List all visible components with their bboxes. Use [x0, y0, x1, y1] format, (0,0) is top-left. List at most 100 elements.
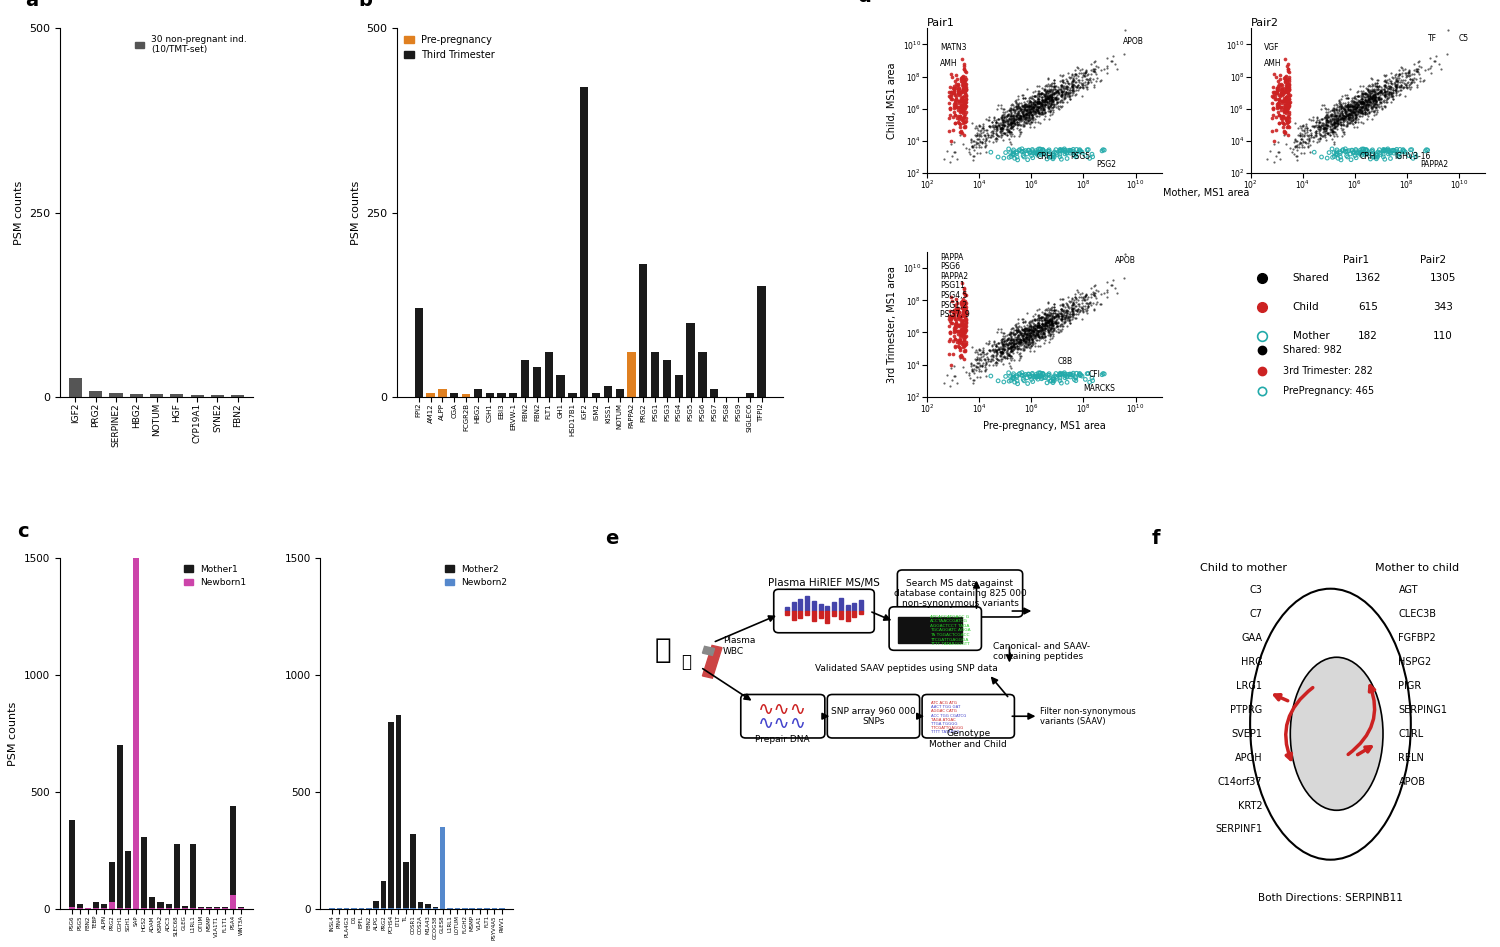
- Point: [1342, 107, 1366, 122]
- Point: [984, 127, 1008, 142]
- Point: [1276, 114, 1300, 129]
- Point: [944, 331, 968, 347]
- Point: [1274, 93, 1298, 108]
- Point: [1016, 103, 1040, 118]
- Point: [981, 125, 1005, 140]
- Point: [1013, 329, 1036, 344]
- Point: [1324, 116, 1348, 131]
- Point: [1341, 144, 1365, 159]
- Point: [1374, 83, 1398, 98]
- Point: [1356, 87, 1380, 102]
- Point: [945, 302, 969, 317]
- Point: [1026, 309, 1050, 324]
- Point: [1034, 79, 1058, 94]
- Point: [1356, 102, 1380, 117]
- Point: [1312, 119, 1336, 134]
- Point: [1026, 317, 1050, 332]
- Point: [1365, 73, 1389, 88]
- Point: [1314, 115, 1338, 130]
- Point: [1004, 340, 1028, 355]
- Point: [1064, 290, 1088, 305]
- Point: [1004, 107, 1028, 122]
- Point: [1338, 109, 1362, 124]
- Point: [1017, 102, 1041, 117]
- Point: [948, 119, 972, 134]
- Point: [1010, 108, 1034, 123]
- Point: [1026, 324, 1050, 339]
- Point: [960, 139, 984, 154]
- Point: [1348, 95, 1372, 110]
- Point: [1060, 367, 1084, 383]
- Bar: [798, 599, 802, 611]
- Point: [1272, 103, 1296, 118]
- Point: [1017, 101, 1041, 116]
- Point: [1070, 79, 1094, 94]
- Point: [1036, 97, 1060, 112]
- Bar: [150, 898, 156, 909]
- Point: [1336, 99, 1360, 115]
- Point: [1035, 71, 1059, 86]
- Point: [1034, 104, 1058, 119]
- Point: [1305, 125, 1329, 140]
- Point: [1341, 104, 1365, 119]
- Point: [1044, 309, 1068, 324]
- Point: [1284, 149, 1308, 164]
- Point: [974, 133, 998, 148]
- Point: [1050, 307, 1074, 322]
- Point: [951, 98, 975, 113]
- Point: [1014, 104, 1038, 119]
- Point: [1013, 331, 1036, 347]
- Point: [1054, 311, 1078, 326]
- Text: ATCACCATGACC G
ACCTAACCGATCG
AGGACTCCT TAGA
TGCAGGATC AGGA
TA TGGACTCGACC
TTCGAT: ATCACCATGACC G ACCTAACCGATCG AGGACTCCT T…: [930, 615, 970, 646]
- Point: [1364, 87, 1388, 102]
- Point: [993, 145, 1017, 160]
- Bar: [419, 908, 423, 909]
- Point: [954, 306, 978, 321]
- Point: [996, 340, 1020, 355]
- Point: [1022, 88, 1046, 103]
- Point: [1281, 142, 1305, 157]
- Point: [1364, 100, 1388, 116]
- Point: [1396, 78, 1420, 93]
- Point: [1324, 104, 1348, 119]
- Point: [1086, 60, 1110, 75]
- Point: [1312, 123, 1336, 138]
- Point: [1016, 330, 1040, 345]
- Point: [1338, 99, 1362, 115]
- Point: [1022, 91, 1046, 106]
- Point: [1054, 87, 1078, 102]
- Point: [1362, 98, 1386, 114]
- Point: [1328, 98, 1352, 114]
- Point: [1356, 92, 1380, 107]
- Point: [1366, 84, 1390, 99]
- Point: [1264, 80, 1288, 96]
- Point: [1041, 321, 1065, 336]
- Point: [1074, 287, 1098, 302]
- Point: [996, 116, 1020, 132]
- Point: [1360, 142, 1384, 157]
- Point: [1338, 101, 1362, 116]
- Point: [990, 346, 1014, 361]
- Point: [1023, 327, 1047, 342]
- Point: [1276, 62, 1300, 77]
- Point: [1017, 107, 1041, 122]
- Point: [1032, 313, 1056, 328]
- Point: [948, 350, 972, 366]
- Point: [1050, 309, 1074, 324]
- Point: [1007, 105, 1031, 120]
- Point: [1366, 84, 1390, 99]
- Point: [1386, 83, 1410, 98]
- Point: [1030, 94, 1054, 109]
- Text: PSG2: PSG2: [1096, 160, 1116, 170]
- Point: [1418, 50, 1442, 65]
- Point: [1024, 325, 1048, 340]
- Point: [942, 98, 966, 114]
- Point: [1029, 313, 1053, 328]
- Point: [1036, 142, 1060, 157]
- Point: [1328, 98, 1352, 114]
- Point: [1000, 112, 1024, 127]
- Point: [1275, 58, 1299, 73]
- Point: [1341, 112, 1365, 127]
- Point: [1352, 115, 1376, 130]
- Point: [954, 91, 978, 106]
